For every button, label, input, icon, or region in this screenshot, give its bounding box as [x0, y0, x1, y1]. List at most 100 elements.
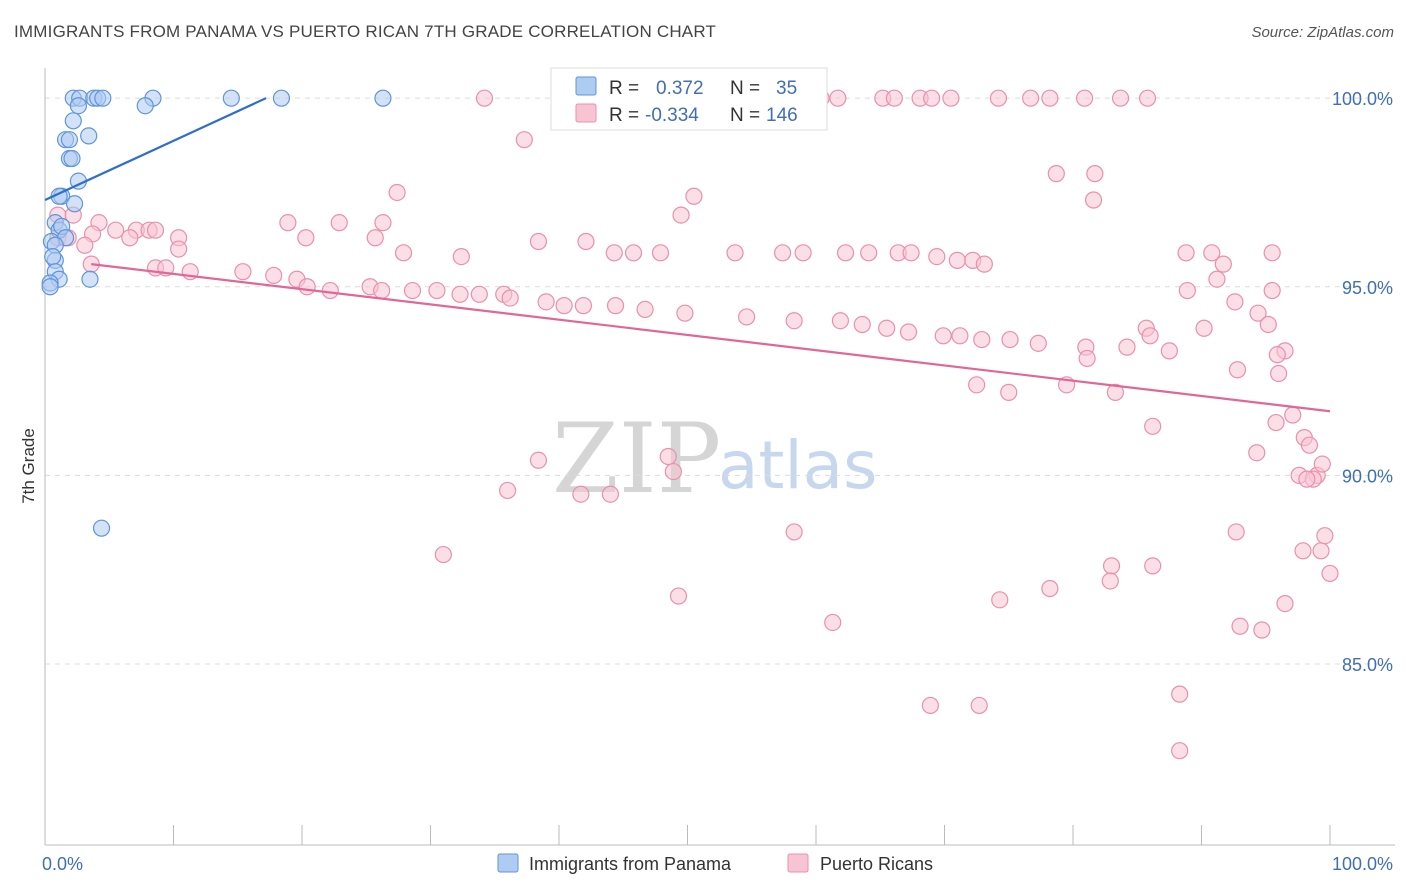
legend-r-label-2: R = — [609, 105, 639, 126]
puerto-rican-point — [1249, 304, 1267, 322]
puerto-rican-point — [601, 485, 620, 503]
puerto-rican-point — [1102, 557, 1121, 575]
panama-point — [65, 195, 84, 213]
grid — [45, 97, 1395, 665]
trend-lines — [44, 97, 1331, 413]
puerto-rican-point — [989, 89, 1008, 107]
puerto-rican-point — [1177, 244, 1195, 262]
legend-n-value-1: 35 — [776, 78, 797, 99]
puerto-ricans-points — [49, 89, 1339, 760]
y-axis-title: 7th Grade — [19, 428, 38, 504]
puerto-rican-point — [726, 244, 744, 262]
puerto-rican-point — [968, 376, 986, 394]
legend-bottom-puerto-ricans: Puerto Ricans — [820, 854, 933, 874]
legend-bottom-blue-swatch — [497, 853, 519, 873]
puerto-rican-point — [1101, 572, 1119, 590]
puerto-rican-point — [1000, 383, 1018, 401]
puerto-rican-point — [1227, 523, 1245, 541]
panama-point — [222, 89, 240, 107]
puerto-rican-point — [885, 89, 903, 107]
puerto-rican-point — [234, 263, 252, 281]
legend-bottom: Immigrants from Panama Puerto Ricans — [497, 853, 933, 874]
puerto-rican-point — [672, 206, 690, 224]
puerto-rican-point — [948, 251, 966, 269]
puerto-rican-point — [878, 319, 896, 337]
puerto-rican-point — [1195, 319, 1213, 337]
puerto-rican-point — [1312, 542, 1330, 560]
puerto-rican-point — [1284, 406, 1302, 424]
tick-labels: 85.0% 90.0% 95.0% 100.0% 0.0% 100.0% — [42, 89, 1393, 874]
puerto-rican-point — [899, 323, 918, 341]
y-tick-label: 85.0% — [1342, 655, 1393, 675]
puerto-rican-point — [669, 587, 688, 605]
puerto-rican-point — [921, 696, 939, 715]
panama-point — [63, 149, 81, 168]
puerto-rican-point — [785, 312, 803, 330]
legend-top-box — [550, 67, 828, 131]
puerto-rican-point — [366, 229, 384, 247]
puerto-rican-point — [1263, 281, 1281, 300]
puerto-rican-point — [659, 447, 677, 466]
watermark: ZIP atlas — [552, 403, 878, 515]
puerto-rican-point — [676, 304, 694, 322]
axes — [44, 68, 1395, 846]
puerto-rican-point — [773, 244, 792, 262]
y-tick-label: 100.0% — [1332, 89, 1393, 109]
legend-bottom-pink-swatch — [787, 853, 809, 873]
puerto-rican-point — [475, 89, 494, 107]
puerto-rican-point — [1298, 470, 1316, 488]
puerto-rican-point — [373, 281, 391, 300]
chart-source: Source: ZipAtlas.com — [1251, 24, 1394, 41]
x-tick-label: 0.0% — [42, 854, 83, 874]
puerto-rican-point — [529, 232, 548, 251]
puerto-rican-point — [860, 244, 878, 262]
legend-top-pink-swatch — [575, 103, 597, 123]
puerto-rican-point — [321, 281, 339, 300]
puerto-ricans-trend-line — [91, 263, 1331, 413]
puerto-rican-point — [928, 247, 946, 266]
puerto-rican-point — [685, 187, 703, 205]
puerto-rican-point — [394, 244, 413, 262]
puerto-rican-point — [624, 244, 643, 262]
puerto-rican-point — [831, 312, 850, 330]
puerto-rican-point — [794, 244, 812, 262]
puerto-rican-point — [1253, 621, 1271, 639]
panama-point — [136, 97, 154, 115]
panama-point — [272, 89, 291, 107]
puerto-rican-point — [923, 89, 941, 107]
puerto-rican-point — [836, 244, 855, 262]
puerto-rican-point — [942, 89, 960, 107]
puerto-rican-point — [452, 247, 470, 266]
puerto-rican-point — [1294, 542, 1312, 560]
puerto-rican-point — [1144, 417, 1162, 435]
puerto-rican-point — [434, 545, 452, 564]
puerto-rican-point — [572, 485, 590, 503]
puerto-rican-point — [428, 281, 446, 300]
puerto-rican-point — [330, 214, 348, 232]
puerto-rican-point — [121, 229, 139, 247]
puerto-rican-point — [853, 315, 871, 334]
puerto-rican-point — [374, 214, 392, 232]
panama-point — [41, 278, 59, 296]
panama-point — [80, 127, 98, 145]
panama-point — [81, 270, 99, 288]
puerto-rican-point — [170, 240, 188, 258]
legend-r-value-2: -0.334 — [645, 105, 699, 126]
puerto-rican-point — [636, 300, 654, 318]
panama-point — [44, 247, 62, 266]
puerto-rican-point — [824, 613, 842, 632]
puerto-rican-point — [1203, 244, 1221, 262]
puerto-rican-point — [297, 229, 315, 247]
puerto-rican-point — [1160, 342, 1178, 360]
panama-point — [94, 89, 112, 107]
puerto-rican-point — [1228, 361, 1247, 379]
puerto-rican-point — [515, 131, 533, 149]
puerto-rican-point — [501, 289, 519, 307]
puerto-rican-point — [1208, 270, 1226, 288]
puerto-rican-point — [1078, 349, 1096, 368]
puerto-rican-point — [829, 89, 847, 107]
puerto-rican-point — [1268, 346, 1286, 364]
puerto-rican-point — [279, 214, 297, 232]
puerto-rican-point — [1171, 742, 1189, 760]
